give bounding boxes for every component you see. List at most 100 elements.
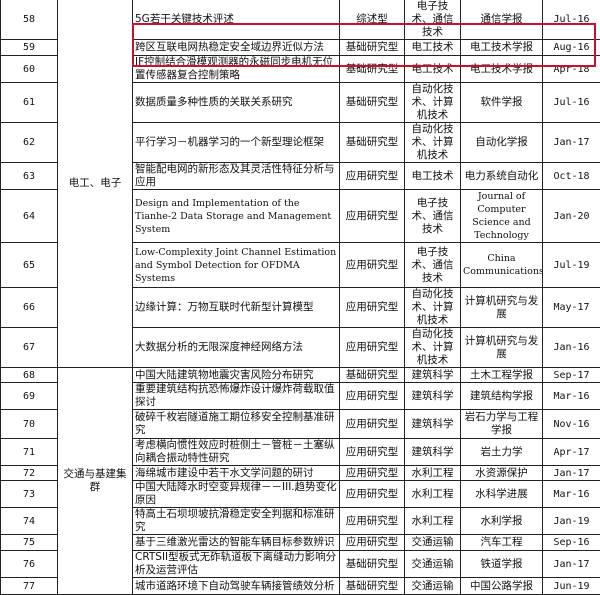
paper-title: 基于三维激光雷达的智能车辆目标参数辨识 [133,535,340,551]
publish-date: Jan-20 [543,190,600,243]
journal-name: 水利学报 [461,508,543,535]
paper-title: 特高土石坝坝坡抗滑稳定安全判据和标准研究 [133,508,340,535]
row-number: 68 [1,368,58,383]
subject-field: 水利工程 [405,481,461,508]
subject-field: 电工技术 [405,163,461,190]
row-number: 58 [1,0,58,40]
row-number: 62 [1,123,58,163]
row-number: 63 [1,163,58,190]
category-cell: 电工、电子 [58,0,133,368]
publish-date: May-17 [543,288,600,328]
paper-title: 中国大陆建筑物地震灾害风险分布研究 [133,368,340,383]
subject-field: 自动化技术、计算机技术 [405,328,461,368]
row-number: 72 [1,466,58,481]
subject-field: 电子技术、通信技术 [405,190,461,243]
subject-field: 交通运输 [405,551,461,578]
paper-title: 智能配电网的新形态及其灵活性特征分析与应用 [133,163,340,190]
publish-date: Jan-17 [543,551,600,578]
publish-date: Apr-18 [543,56,600,83]
row-number: 65 [1,243,58,288]
research-type: 应用研究型 [340,383,405,410]
research-type: 基础研究型 [340,551,405,578]
research-type: 应用研究型 [340,439,405,466]
paper-title: Low-Complexity Joint Channel Estimation … [133,243,340,288]
research-type: 应用研究型 [340,328,405,368]
row-number: 70 [1,410,58,439]
research-type: 应用研究型 [340,288,405,328]
row-number: 59 [1,40,58,56]
paper-title: 跨区互联电网热稳定安全域边界近似方法 [133,40,340,56]
paper-title: 城市道路环境下自动驾驶车辆接管绩效分析 [133,578,340,595]
paper-title: 5G若干关键技术评述 [133,0,340,40]
subject-field: 自动化技术、计算机技术 [405,288,461,328]
paper-title: 考虑横向惯性效应时桩侧土－管桩－土塞纵向耦合振动特性研究 [133,439,340,466]
subject-field: 建筑科学 [405,383,461,410]
journal-name: 铁道学报 [461,551,543,578]
row-number: 61 [1,83,58,123]
journal-name: 计算机研究与发展 [461,328,543,368]
subject-field: 交通运输 [405,578,461,595]
row-number: 60 [1,56,58,83]
publish-date: Jan-17 [543,123,600,163]
research-type: 基础研究型 [340,123,405,163]
journal-name: 岩石力学与工程学报 [461,410,543,439]
subject-field: 电工技术 [405,40,461,56]
row-number: 66 [1,288,58,328]
research-type: 应用研究型 [340,163,405,190]
research-type: 基础研究型 [340,40,405,56]
publish-date: Apr-17 [543,439,600,466]
publish-date: Sep-16 [543,535,600,551]
publish-date: Jun-19 [543,578,600,595]
subject-field: 电工技术 [405,56,461,83]
row-number: 67 [1,328,58,368]
journal-name: 中国公路学报 [461,578,543,595]
research-type: 应用研究型 [340,481,405,508]
subject-field: 水利工程 [405,466,461,481]
subject-field: 建筑科学 [405,439,461,466]
subject-field: 电子技术、通信技术 [405,243,461,288]
journal-name: 电工技术学报 [461,40,543,56]
publish-date: Jan-16 [543,328,600,368]
research-type: 应用研究型 [340,190,405,243]
publish-date: Jan-17 [543,466,600,481]
row-number: 74 [1,508,58,535]
journal-name: 建筑结构学报 [461,383,543,410]
paper-title: 边缘计算：万物互联时代新型计算模型 [133,288,340,328]
research-type: 应用研究型 [340,466,405,481]
publish-date: Jul-16 [543,83,600,123]
row-number: 77 [1,578,58,595]
journal-name: 电力系统自动化 [461,163,543,190]
row-number: 76 [1,551,58,578]
row-number: 75 [1,535,58,551]
row-number: 71 [1,439,58,466]
paper-title: 大数据分析的无限深度神经网络方法 [133,328,340,368]
row-number: 64 [1,190,58,243]
subject-field: 自动化技术、计算机技术 [405,83,461,123]
research-type: 综述型 [340,0,405,40]
publish-date: Mar-16 [543,383,600,410]
research-type: 基础研究型 [340,56,405,83]
subject-field: 自动化技术、计算机技术 [405,123,461,163]
journal-name: Journal of Computer Science and Technolo… [461,190,543,243]
research-type: 基础研究型 [340,368,405,383]
research-type: 基础研究型 [340,83,405,123]
journal-name: 电工技术学报 [461,56,543,83]
publish-date: Mar-16 [543,481,600,508]
journal-name: 汽车工程 [461,535,543,551]
publish-date: Jul-19 [543,243,600,288]
publish-date: Jul-16 [543,0,600,40]
paper-title: 中国大陆降水时空变异规律－－III.趋势变化原因 [133,481,340,508]
publish-date: Oct-18 [543,163,600,190]
research-type: 应用研究型 [340,410,405,439]
paper-title: Design and Implementation of the Tianhe-… [133,190,340,243]
journal-name: 软件学报 [461,83,543,123]
paper-title: 平行学习－机器学习的一个新型理论框架 [133,123,340,163]
journal-name: 岩土力学 [461,439,543,466]
paper-title: 海绵城市建设中若干水文学问题的研讨 [133,466,340,481]
subject-field: 建筑科学 [405,410,461,439]
subject-field: 建筑科学 [405,368,461,383]
journal-name: 通信学报 [461,0,543,40]
